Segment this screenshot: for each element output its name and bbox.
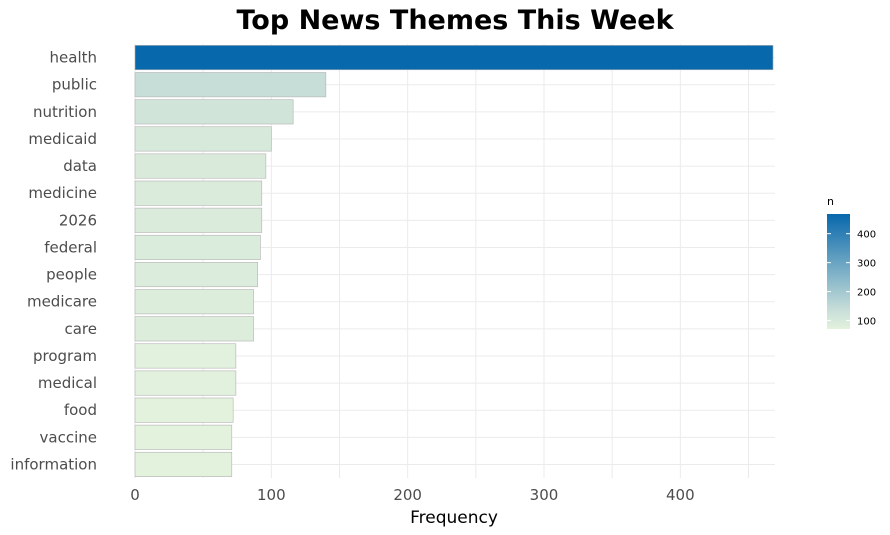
bar (134, 370, 237, 396)
chart-title: Top News Themes This Week (236, 5, 674, 36)
legend-title: n (827, 195, 834, 208)
legend-tick-label: 300 (857, 259, 876, 270)
category-label: medical (38, 374, 97, 392)
bar (134, 153, 267, 179)
bar (134, 397, 234, 423)
legend-tick-label: 400 (857, 230, 876, 241)
category-label: medicare (27, 293, 97, 311)
category-label: food (64, 401, 97, 419)
bar (134, 316, 254, 342)
category-label: people (46, 266, 97, 284)
category-label: 2026 (59, 211, 97, 229)
bar (134, 234, 261, 260)
bar (134, 126, 272, 152)
category-label: information (10, 455, 97, 473)
bars (134, 45, 774, 477)
x-tick-label: 400 (666, 486, 695, 504)
category-labels: health public nutrition medicaid data medicin… (10, 49, 97, 474)
category-label: medicaid (28, 130, 97, 148)
bar (134, 207, 263, 233)
category-label: vaccine (40, 428, 97, 446)
bar (134, 451, 233, 477)
bar (134, 262, 258, 288)
x-tick-label: 0 (130, 486, 140, 504)
category-label: care (64, 320, 97, 338)
category-label: program (33, 347, 97, 365)
category-label: federal (44, 238, 97, 256)
category-label: public (52, 76, 97, 94)
legend-tick-label: 200 (857, 288, 876, 299)
bar (134, 343, 237, 369)
bar (134, 99, 294, 125)
x-tick-label: 100 (257, 486, 286, 504)
category-label: health (50, 49, 97, 67)
x-tick-labels: 0 100 200 300 400 (130, 486, 694, 504)
legend-ticks: 100 200 300 400 (827, 230, 876, 328)
x-tick-label: 300 (530, 486, 559, 504)
bar (134, 424, 233, 450)
category-label: data (63, 157, 97, 175)
bar (134, 72, 327, 98)
x-tick-label: 200 (393, 486, 422, 504)
color-legend: n 100 200 300 400 (827, 195, 876, 329)
category-label: nutrition (33, 103, 97, 121)
x-axis-title: Frequency (410, 508, 498, 528)
legend-colorbar (827, 214, 850, 329)
bar (134, 289, 254, 315)
bar (134, 180, 263, 206)
legend-tick-label: 100 (857, 317, 876, 328)
category-label: medicine (28, 184, 97, 202)
bar (134, 45, 774, 71)
